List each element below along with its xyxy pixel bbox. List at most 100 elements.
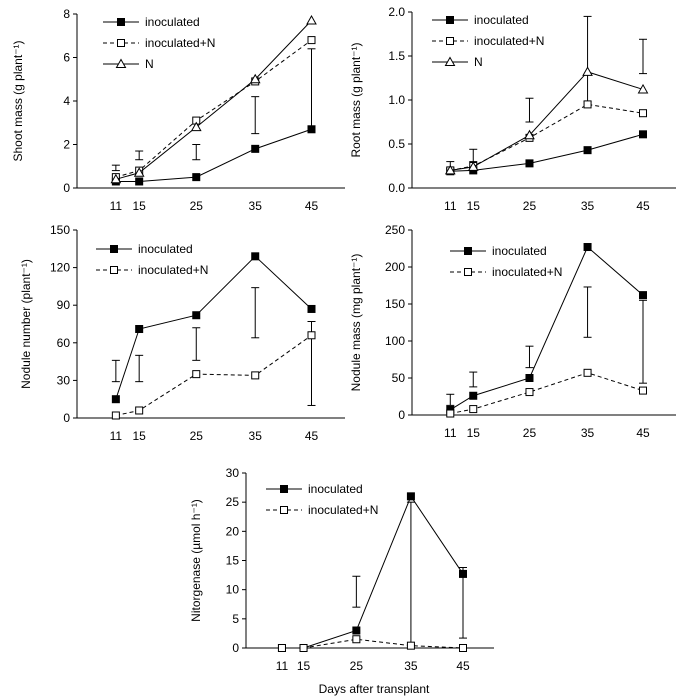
y-tick-label: 250 [385,223,405,237]
x-axis-label: Days after transplant [319,682,430,696]
data-point [299,644,308,652]
x-tick-label: 11 [110,429,123,443]
chart-panel-2: 0.0 0.5 1.0 1.5 2.0 11 15 25 35 45 Root mass (g pl… [349,5,676,213]
series-line-1 [115,128,312,182]
x-tick-label: 35 [404,659,418,673]
data-point [459,644,467,652]
data-point [639,109,647,118]
data-point [307,304,316,313]
data-point [639,130,647,139]
x-tick-label: 15 [132,199,146,213]
legend-label: inoculated [474,13,529,27]
data-point [459,569,467,578]
legend-marker [446,16,454,24]
chart-panel-4: 0 50 100 150 200 250 11 15 25 35 45 Nodule mass (mg… [349,223,676,440]
y-tick-label: 0 [232,641,239,655]
x-tick-label: 11 [276,659,289,673]
legend-marker [280,485,288,493]
y-tick-label: 0.0 [388,181,405,195]
legend-label: inoculated+N [138,263,208,277]
y-tick-label: 30 [57,373,71,387]
x-tick-label: 11 [110,199,123,213]
x-tick-label: 45 [636,199,650,213]
series-line-3 [450,71,644,171]
y-tick-label: 30 [226,466,240,480]
y-tick-label: 1.5 [388,49,405,63]
data-point [637,83,649,94]
data-point [352,635,361,644]
data-point [582,66,593,76]
data-point [406,492,415,501]
y-axis-label: Nodule number (plant⁻¹) [19,259,33,389]
data-point [192,311,201,320]
legend-marker [464,268,472,276]
y-tick-label: 2.0 [388,5,405,19]
y-tick-label: 1.0 [388,93,405,107]
data-point [192,370,201,379]
x-tick-label: 25 [350,659,364,673]
legend-label: inoculated [138,242,193,256]
data-point [251,144,260,153]
x-tick-label: 45 [305,199,319,213]
data-point [307,331,316,340]
y-tick-label: 0 [398,408,405,422]
series-line-1 [115,255,312,400]
data-point [469,405,478,414]
y-axis-label: Shoot mass (g plant⁻¹) [11,40,25,161]
y-tick-label: 4 [63,94,70,108]
data-point [133,167,145,177]
x-tick-label: 11 [444,426,457,440]
y-axis-label: Root mass (g plant⁻¹) [349,42,363,157]
legend-label: inoculated [308,482,363,496]
y-tick-label: 0 [63,411,70,425]
x-tick-label: 25 [523,199,537,213]
x-tick-label: 45 [456,659,470,673]
data-point [306,15,317,25]
data-point [525,374,534,382]
data-point [251,371,260,380]
series-line-1 [281,495,464,649]
legend-label: inoculated+N [308,503,378,517]
legend-label: N [474,55,483,69]
data-point [307,36,316,45]
data-point [446,409,455,418]
y-axis-label: Nodule mass (mg plant⁻¹) [349,254,363,392]
data-point [110,173,122,184]
data-point [249,73,261,84]
data-point [444,164,456,175]
x-tick-label: 25 [190,429,204,443]
data-point [639,291,647,300]
data-point [583,146,592,155]
legend-label: inoculated [492,244,547,258]
data-point [190,121,202,132]
x-tick-label: 45 [305,429,319,443]
data-point [583,243,592,252]
x-tick-label: 15 [297,659,311,673]
data-point [583,100,592,109]
y-tick-label: 15 [226,554,240,568]
y-tick-label: 150 [385,297,405,311]
x-tick-label: 45 [636,426,650,440]
legend-label: N [145,57,154,71]
y-tick-label: 25 [226,495,240,509]
legend-marker [115,58,127,68]
legend-label: inoculated+N [474,34,544,48]
y-tick-label: 150 [50,223,70,237]
y-tick-label: 8 [63,7,70,21]
x-tick-label: 15 [467,199,481,213]
x-tick-label: 15 [467,426,481,440]
x-tick-label: 25 [523,426,537,440]
y-tick-label: 200 [385,260,405,274]
data-point [135,406,144,415]
data-point [307,125,316,134]
data-point [469,391,478,400]
data-point [467,161,479,171]
y-tick-label: 2 [63,138,70,152]
y-tick-label: 5 [232,612,239,626]
legend-marker [446,37,454,45]
x-tick-label: 35 [249,199,263,213]
data-point [111,395,120,404]
y-tick-label: 10 [226,583,240,597]
data-point [525,159,534,168]
